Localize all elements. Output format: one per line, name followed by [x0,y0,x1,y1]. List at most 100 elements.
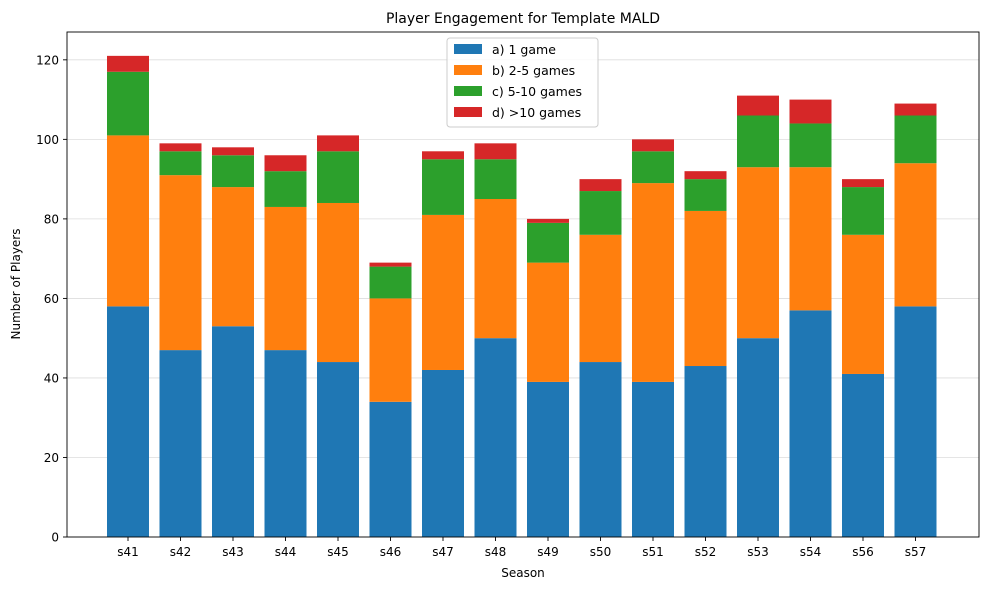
bar-s51-series-2 [632,151,674,184]
x-tick-label-s49: s49 [537,545,559,559]
bar-s54-series-3 [789,99,832,124]
bar-s53-series-2 [737,115,779,168]
bar-s52-series-0 [684,366,727,537]
bar-s46-series-3 [369,262,412,267]
bar-s45-series-1 [317,202,359,363]
bar-s49-series-0 [527,381,569,537]
legend-box [446,37,599,128]
y-tick-label: 40 [44,371,59,385]
bar-s42-series-3 [159,143,202,152]
bar-s48-series-3 [474,143,517,160]
bar-s53-series-3 [737,95,779,116]
x-tick-label-s45: s45 [327,545,349,559]
x-tick-label-s57: s57 [905,545,927,559]
x-tick-label-s52: s52 [695,545,717,559]
legend-label-0: a) 1 game [492,42,556,57]
legend-swatch-0 [454,44,482,54]
bar-s57-series-1 [894,163,937,307]
bar-s41-series-0 [107,306,149,537]
bar-s41-series-1 [107,135,149,307]
y-axis-title: Number of Players [9,229,23,340]
bar-s51-series-1 [632,183,674,382]
bar-s45-series-2 [317,151,359,203]
x-tick-label-s42: s42 [170,545,192,559]
bar-s44-series-1 [264,206,307,351]
bar-s52-series-2 [684,179,727,211]
bar-s41-series-2 [107,71,149,136]
bar-s42-series-1 [159,175,202,351]
legend-swatch-3 [454,107,482,117]
bar-s49-series-1 [527,262,569,382]
x-tick-label-s43: s43 [222,545,244,559]
bar-s53-series-0 [737,338,779,537]
x-tick-label-s48: s48 [485,545,507,559]
bar-s50-series-0 [579,362,622,537]
x-tick-label-s47: s47 [432,545,454,559]
bar-s57-series-2 [894,115,937,164]
bar-s46-series-2 [369,266,412,299]
bar-s42-series-2 [159,151,202,176]
plot-frame [66,31,980,538]
legend-label-1: b) 2-5 games [492,63,575,78]
bar-s56-series-2 [842,187,884,235]
x-axis-title: Season [501,566,545,580]
bar-s48-series-0 [474,338,517,537]
chart-title: Player Engagement for Template MALD [386,11,660,27]
bar-s46-series-1 [369,298,412,402]
bar-s41-series-3 [107,55,149,72]
x-tick-label-s54: s54 [800,545,822,559]
bar-s43-series-0 [212,326,254,537]
legend: a) 1 game b) 2-5 games c) 5-10 games d) >10… [446,37,599,128]
bar-s57-series-3 [894,103,937,116]
bar-s44-series-0 [264,350,307,537]
axis-ticks: 0 20 40 60 80 100 120 s41 s42 s43 s44 s45 s46 s47 s48 s… [36,53,926,559]
x-tick-label-s46: s46 [380,545,402,559]
y-tick-label: 80 [44,212,59,226]
x-tick-label-s44: s44 [275,545,297,559]
legend-swatch-1 [454,65,482,75]
y-tick-label: 120 [36,53,59,67]
bar-s43-series-2 [212,155,254,188]
bar-s47-series-0 [422,369,464,537]
bar-s54-series-1 [789,167,832,311]
bar-s47-series-1 [422,214,464,370]
bar-s49-series-3 [527,218,569,223]
y-tick-label: 60 [44,292,59,306]
bar-s51-series-3 [632,139,674,152]
bar-s45-series-3 [317,135,359,152]
y-tick-label: 0 [51,531,59,545]
legend-label-2: c) 5-10 games [492,84,582,99]
x-tick-label-s50: s50 [590,545,612,559]
bar-s50-series-2 [579,191,622,235]
bar-s50-series-1 [579,234,622,363]
bar-s50-series-3 [579,179,622,192]
bar-s53-series-1 [737,167,779,339]
bar-s54-series-0 [789,310,832,537]
bar-s52-series-3 [684,171,727,180]
x-tick-label-s56: s56 [852,545,874,559]
bar-s56-series-1 [842,234,884,374]
y-tick-label: 20 [44,451,59,465]
bar-s43-series-3 [212,147,254,156]
x-tick-label-s41: s41 [117,545,139,559]
bar-s56-series-0 [842,373,884,537]
legend-label-3: d) >10 games [492,105,581,120]
bar-s46-series-0 [369,401,412,537]
x-tick-label-s51: s51 [642,545,664,559]
bar-s43-series-1 [212,187,254,327]
bar-s44-series-3 [264,155,307,172]
bar-s47-series-3 [422,151,464,160]
bar-s56-series-3 [842,179,884,188]
bar-s42-series-0 [159,350,202,537]
legend-swatch-2 [454,86,482,96]
bars [107,55,937,537]
bar-s45-series-0 [317,362,359,537]
bar-s44-series-2 [264,171,307,207]
bar-s47-series-2 [422,159,464,215]
bar-s51-series-0 [632,381,674,537]
bar-s57-series-0 [894,306,937,537]
bar-s48-series-1 [474,199,517,339]
x-tick-label-s53: s53 [747,545,769,559]
bar-s48-series-2 [474,159,517,200]
